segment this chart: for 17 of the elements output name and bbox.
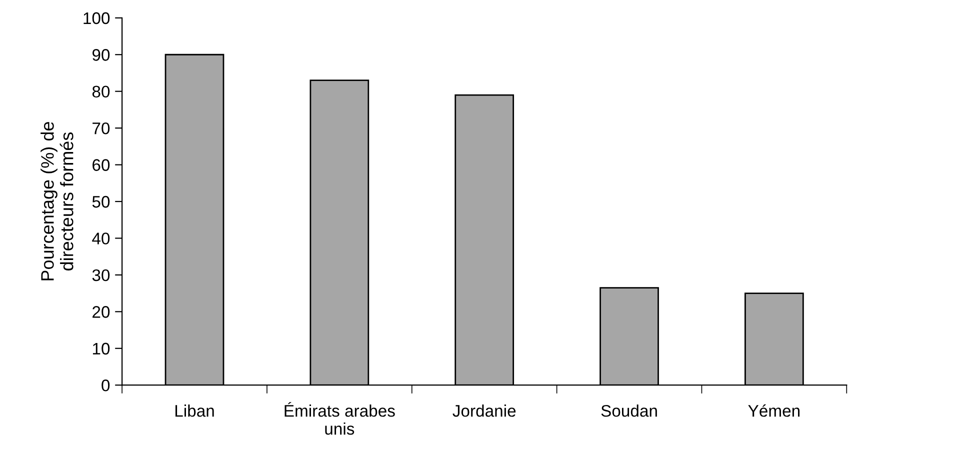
y-tick-label: 90 [92,49,110,61]
y-tick-label: 20 [92,306,110,318]
y-axis-title: Pourcentage (%) de directeurs formés [40,122,74,280]
y-tick-label: 70 [92,122,110,134]
y-tick-label: 30 [92,269,110,282]
y-tick-label: 60 [92,159,110,171]
y-tick-label: 0 [102,380,110,392]
x-tick-label: Soudan [601,404,657,417]
y-tick-label: 50 [92,196,110,208]
x-tick-label: Yémen [748,404,800,417]
x-tick-label: Jordanie [452,404,516,417]
y-tick-label: 80 [92,86,110,98]
y-tick-label: 100 [84,12,110,24]
y-tick-label: 10 [92,342,110,355]
x-tick-label: Liban [175,404,214,417]
y-tick-label: 40 [92,232,110,244]
x-tick-label: Émirats arabes unis [284,402,395,435]
